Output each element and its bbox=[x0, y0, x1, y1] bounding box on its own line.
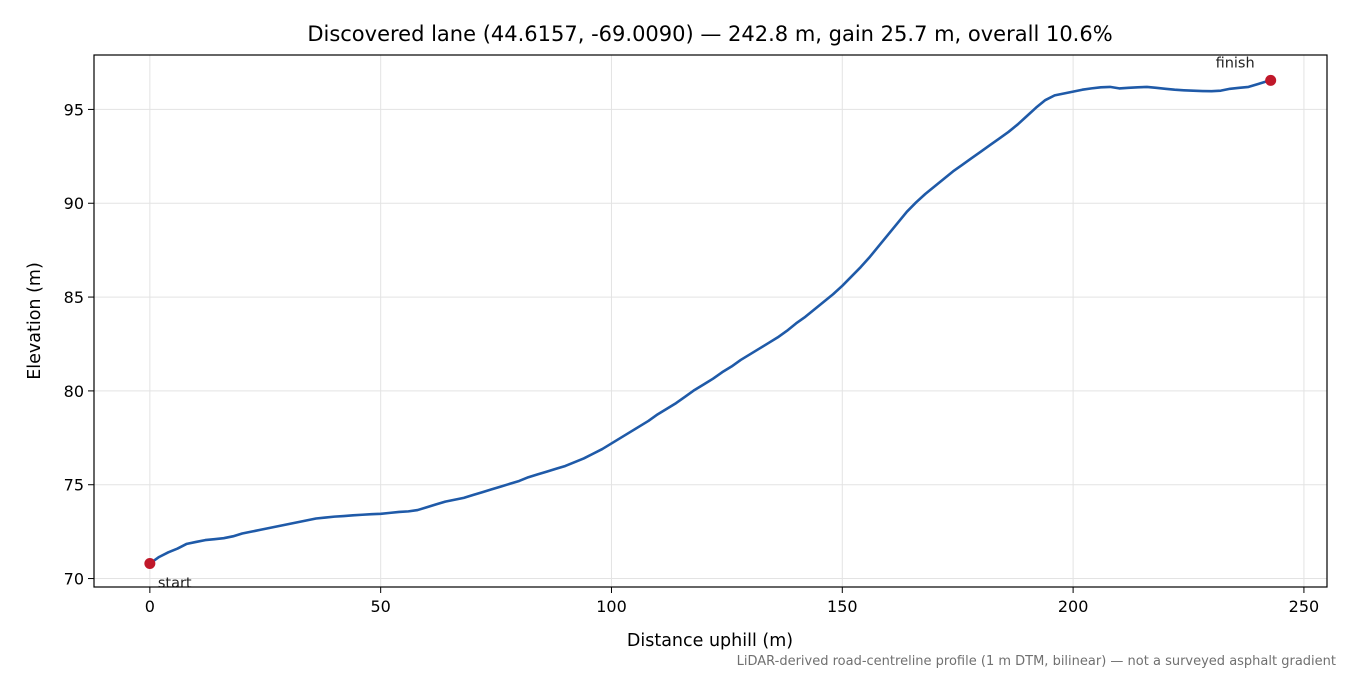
plot-frame bbox=[93, 54, 1328, 588]
series-layer bbox=[148, 79, 1272, 565]
x-tick-label: 150 bbox=[827, 597, 858, 616]
axis-ticks: 0 50 100 150 200 250 70 75 80 85 90 95 bbox=[64, 100, 1320, 616]
y-tick-label: 90 bbox=[64, 194, 84, 213]
grid bbox=[94, 55, 1327, 587]
y-tick-label: 75 bbox=[64, 476, 84, 495]
finish-marker bbox=[1265, 74, 1277, 86]
x-axis-label: Distance uphill (m) bbox=[627, 631, 793, 651]
x-tick-label: 200 bbox=[1058, 597, 1089, 616]
x-tick-label: 50 bbox=[370, 597, 390, 616]
chart-title: Discovered lane (44.6157, -69.0090) — 24… bbox=[307, 22, 1112, 46]
x-tick-label: 0 bbox=[145, 597, 155, 616]
endpoint-markers: start finish bbox=[144, 55, 1277, 592]
y-tick-label: 70 bbox=[64, 570, 84, 589]
y-tick-label: 85 bbox=[64, 288, 84, 307]
finish-label: finish bbox=[1216, 55, 1255, 71]
footnote: LiDAR-derived road-centreline profile (1… bbox=[737, 654, 1336, 669]
y-axis-label: Elevation (m) bbox=[25, 262, 45, 380]
elevation-line bbox=[148, 79, 1272, 565]
y-tick-label: 95 bbox=[64, 100, 84, 119]
start-marker bbox=[144, 558, 156, 570]
y-tick-label: 80 bbox=[64, 382, 84, 401]
start-label: start bbox=[158, 576, 192, 592]
x-tick-label: 250 bbox=[1289, 597, 1320, 616]
x-tick-label: 100 bbox=[596, 597, 627, 616]
